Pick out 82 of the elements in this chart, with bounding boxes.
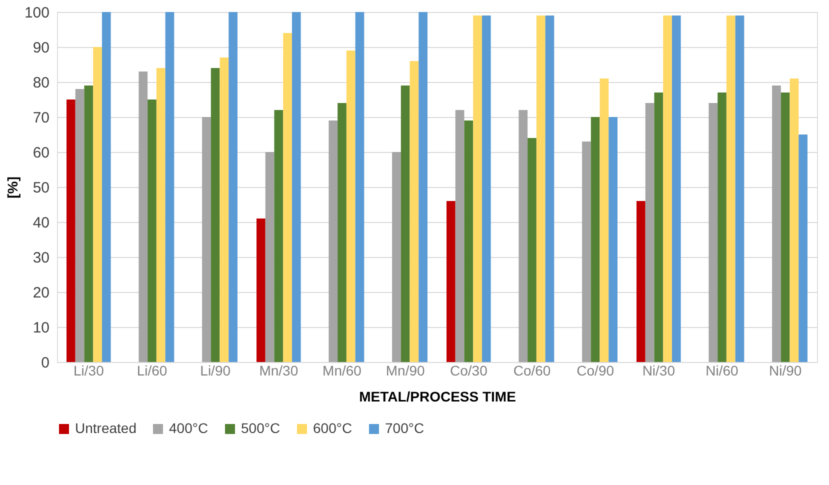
bar (102, 12, 111, 362)
x-tick-label: Mn/60 (322, 362, 362, 378)
y-tick-label: 100 (24, 4, 50, 22)
x-tick-label: Co/30 (450, 362, 488, 378)
bar (518, 110, 528, 362)
bar (726, 16, 736, 362)
legend-label: 700°C (385, 420, 424, 436)
bar (156, 68, 166, 362)
x-tick-label: Li/60 (136, 362, 168, 378)
legend-label: 500°C (241, 420, 280, 436)
y-tick-label: 30 (32, 250, 50, 266)
legend-label: Untreated (75, 420, 136, 436)
bar (636, 201, 646, 362)
bar (93, 47, 102, 362)
x-tick-label: Li/90 (200, 362, 231, 378)
x-tick-label: Li/30 (73, 362, 104, 378)
x-tick-label: Mn/90 (386, 362, 425, 378)
y-tick-label: 80 (32, 74, 50, 92)
bar (210, 68, 220, 362)
bar (138, 72, 148, 362)
bar (672, 16, 681, 362)
bar (410, 61, 419, 362)
bar (346, 50, 356, 362)
bar (790, 78, 799, 362)
bar (545, 16, 554, 362)
bar (798, 134, 808, 362)
x-tick-label: Ni/90 (768, 362, 802, 378)
bar (66, 100, 76, 362)
bar (645, 103, 654, 362)
bar (148, 100, 156, 362)
bar (464, 120, 474, 362)
x-tick-label: Co/60 (513, 362, 551, 378)
bar (202, 117, 211, 362)
x-tick-label: Ni/60 (706, 362, 739, 378)
y-tick-label: 40 (32, 214, 50, 232)
bar (482, 16, 491, 362)
bar (772, 86, 781, 362)
bar (473, 16, 482, 362)
x-tick-label: Ni/30 (642, 362, 676, 378)
y-tick-label: 60 (32, 144, 50, 162)
bar (228, 12, 238, 362)
bar (392, 152, 401, 362)
legend-label: 400°C (169, 420, 208, 436)
bar (708, 103, 718, 362)
bar (600, 78, 609, 362)
bar (418, 12, 428, 362)
bar (256, 218, 266, 362)
bar (274, 110, 284, 362)
bar (528, 138, 536, 362)
bar (292, 12, 301, 362)
bar (608, 117, 618, 362)
x-tick-label: Mn/30 (259, 362, 298, 378)
bar (663, 16, 672, 362)
bar (536, 16, 546, 362)
bar (780, 92, 790, 362)
bar (84, 86, 94, 362)
bar (654, 92, 664, 362)
y-tick-label: 90 (32, 40, 50, 56)
bar (75, 89, 84, 362)
y-tick-label: 0 (41, 354, 50, 372)
x-tick-label: Co/90 (576, 362, 614, 378)
bar (582, 142, 591, 362)
bar (446, 201, 456, 362)
bar (265, 152, 274, 362)
bar (400, 86, 410, 362)
y-tick-label: 10 (32, 320, 50, 336)
bar (328, 120, 338, 362)
bar (165, 12, 174, 362)
bar (455, 110, 464, 362)
bar (590, 117, 600, 362)
y-axis-title: [%] (4, 176, 20, 198)
bar (283, 33, 292, 362)
bar (338, 103, 346, 362)
bar (718, 92, 726, 362)
bar (355, 12, 364, 362)
y-tick-label: 50 (32, 180, 50, 196)
y-tick-label: 20 (32, 284, 50, 302)
bar (220, 58, 229, 362)
y-tick-label: 70 (32, 110, 50, 126)
x-axis-title: METAL/PROCESS TIME (359, 388, 516, 404)
legend-label: 600°C (313, 420, 352, 436)
bar (735, 16, 744, 362)
